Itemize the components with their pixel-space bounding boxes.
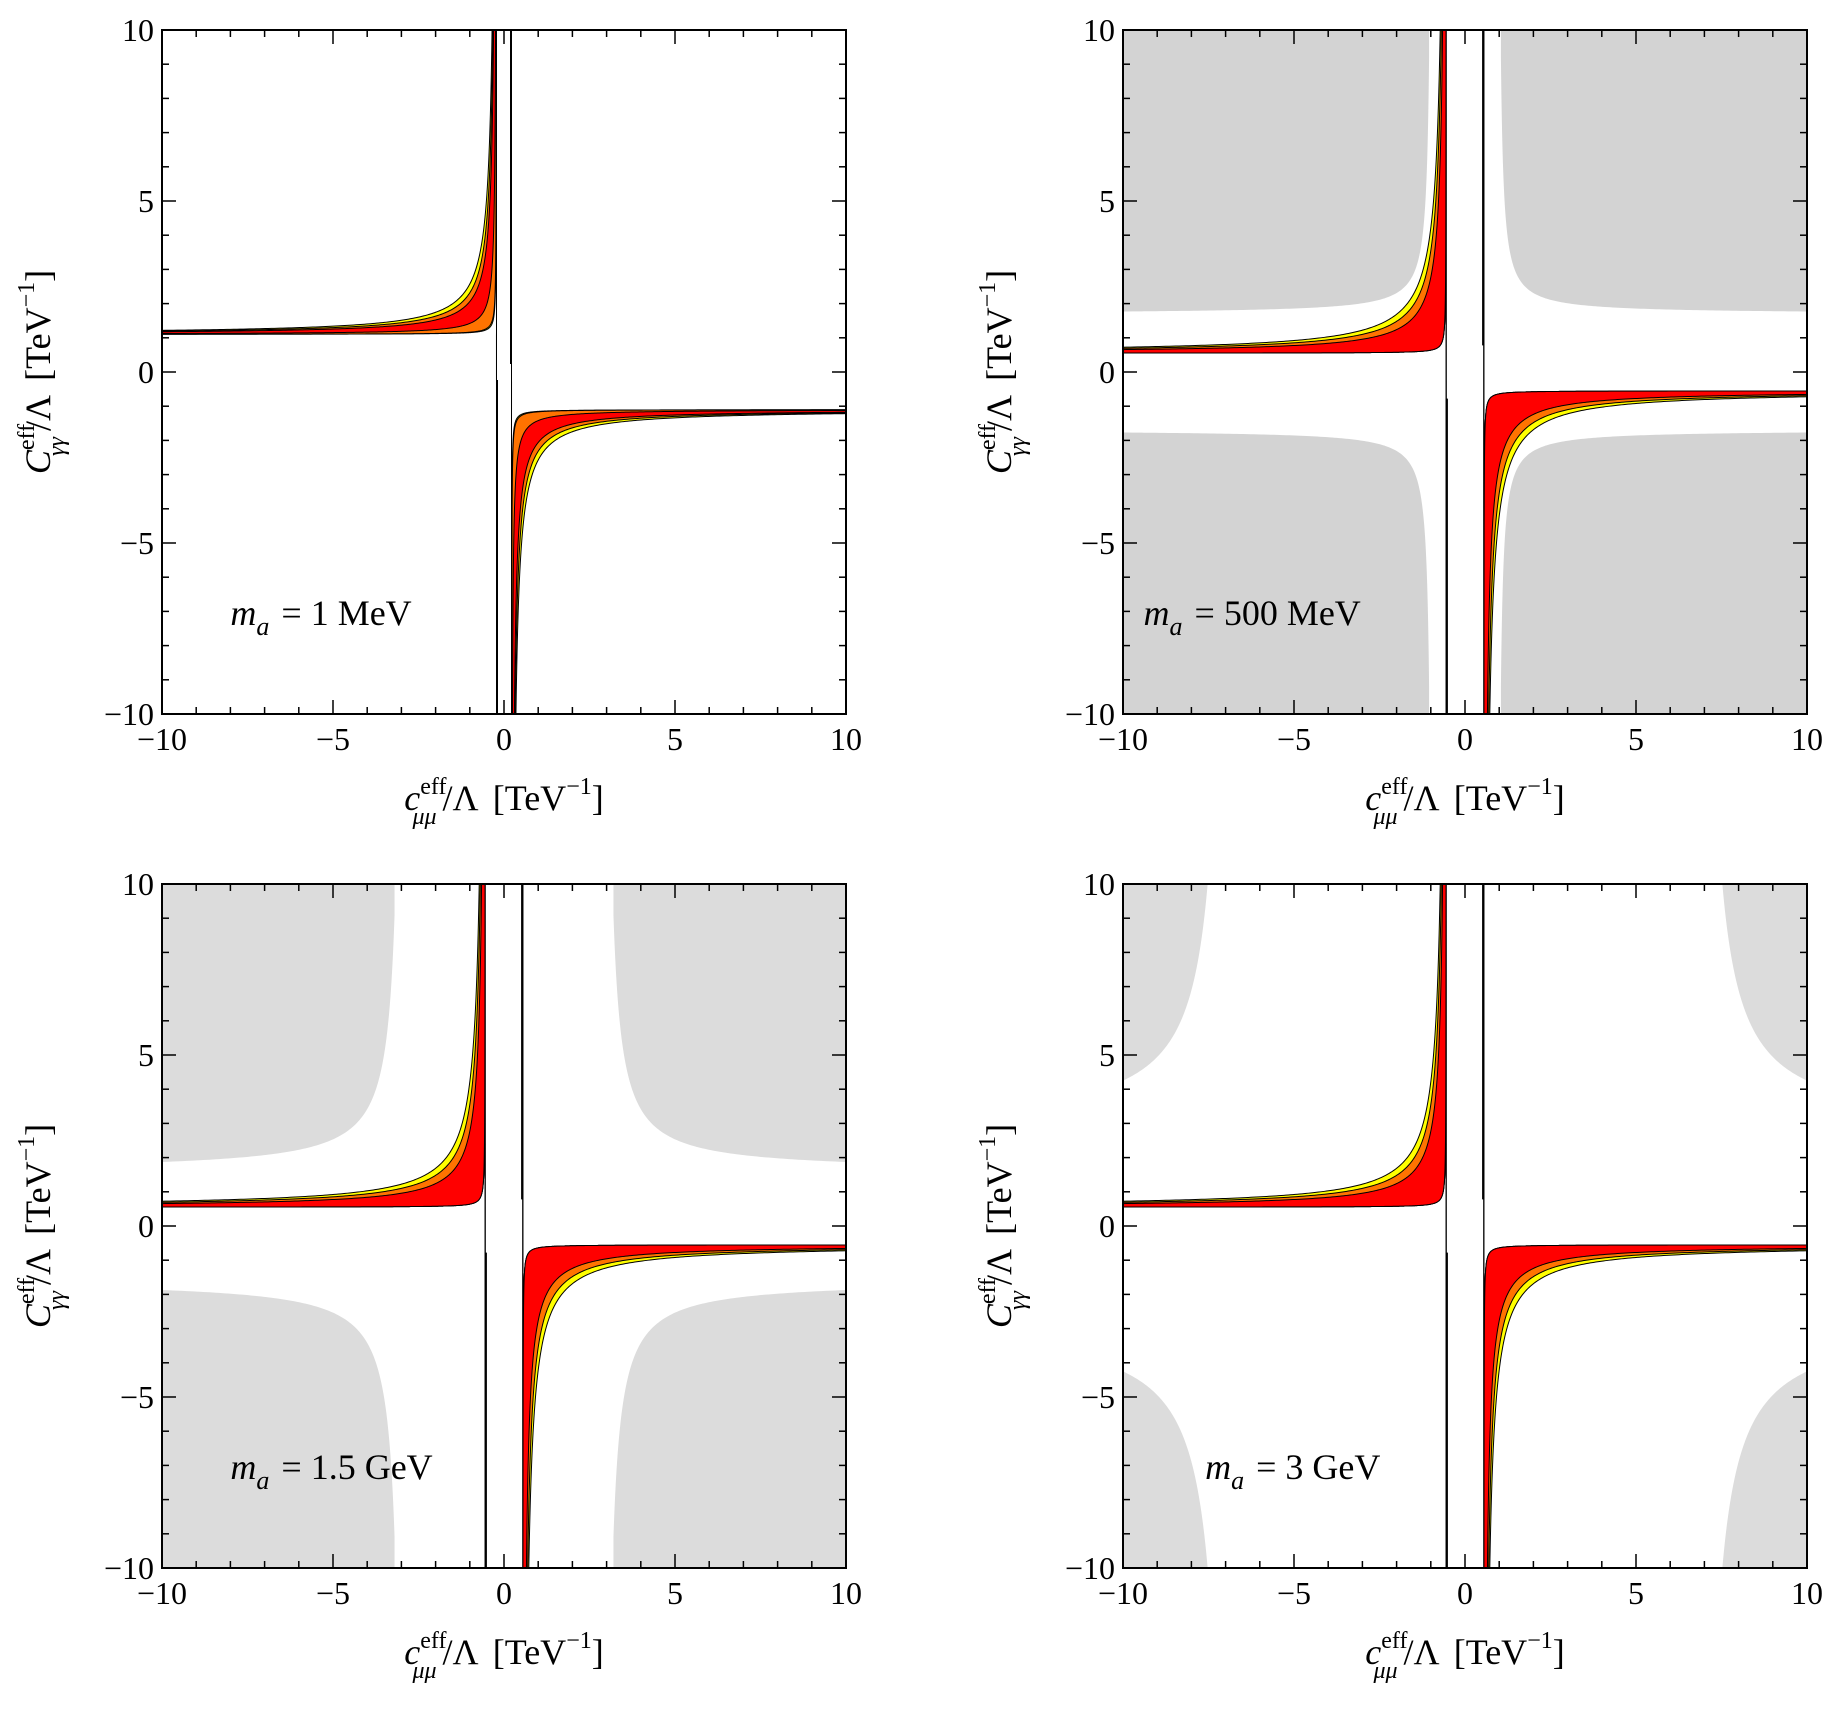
plot-area: [162, 884, 846, 1568]
y-tick-label: 10: [122, 866, 154, 902]
x-tick-label: 10: [1791, 721, 1823, 757]
excluded-region-tl: [1123, 30, 1430, 312]
y-tick-label: 10: [1083, 866, 1115, 902]
mass-annotation: ma = 500 MeV: [1144, 593, 1361, 641]
y-axis-label: Ceff γγ/Λ [TeV−1]: [14, 270, 70, 474]
excluded-region-bl: [162, 1290, 395, 1568]
y-tick-label: 0: [138, 1208, 154, 1244]
x-tick-label: −5: [1277, 721, 1311, 757]
x-tick-label: −5: [316, 1575, 350, 1611]
y-tick-label: 5: [1099, 183, 1115, 219]
band-68-upper-left: [1123, 30, 1448, 714]
plot-area: [1123, 884, 1807, 1568]
y-axis-label: Ceff γγ/Λ [TeV−1]: [14, 1124, 70, 1328]
band-68-upper-left: [162, 30, 498, 714]
y-axis-label: Ceff γγ/Λ [TeV−1]: [975, 270, 1031, 474]
band-68-lower-right: [1482, 884, 1807, 1568]
excluded-region-bl: [1123, 432, 1430, 714]
panel-3: −10 −5 0 5 10 −10 −5 0 5 10 ceff μμ/Λ [TeV−1] Ceff γγ…: [14, 866, 862, 1684]
y-tick-label: 0: [1099, 1208, 1115, 1244]
band-95-upper-left: [162, 30, 498, 714]
plot-background: [162, 30, 846, 714]
mass-annotation: ma = 3 GeV: [1205, 1447, 1380, 1495]
x-tick-label: −10: [1098, 721, 1148, 757]
x-tick-label: 0: [1457, 721, 1473, 757]
x-tick-label: −10: [137, 721, 187, 757]
mass-annotation: ma = 1.5 GeV: [230, 1447, 432, 1495]
y-tick-label: −10: [104, 1550, 154, 1586]
y-tick-label: 5: [1099, 1037, 1115, 1073]
y-tick-label: −10: [1065, 1550, 1115, 1586]
x-tick-label: −5: [1277, 1575, 1311, 1611]
excluded-region-tl: [1123, 884, 1208, 1081]
y-tick-label: 10: [1083, 12, 1115, 48]
band-68-lower-right: [521, 884, 846, 1568]
y-tick-label: 0: [138, 354, 154, 390]
y-tick-label: 5: [138, 183, 154, 219]
x-tick-label: 0: [496, 721, 512, 757]
x-tick-label: −5: [316, 721, 350, 757]
y-tick-label: 5: [138, 1037, 154, 1073]
panel-2: −10 −5 0 5 10 −10 −5 0 5 10 ceff μμ/Λ [TeV−1] Ceff γγ…: [975, 12, 1823, 830]
y-tick-label: −5: [1081, 1379, 1115, 1415]
panel-4: −10 −5 0 5 10 −10 −5 0 5 10 ceff μμ/Λ [TeV−1] Ceff γγ…: [975, 866, 1823, 1684]
x-tick-label: 5: [1628, 1575, 1644, 1611]
mass-annotation: ma = 1 MeV: [230, 593, 411, 641]
x-tick-label: 5: [667, 721, 683, 757]
plot-background: [1123, 884, 1807, 1568]
x-tick-label: 0: [1457, 1575, 1473, 1611]
y-tick-label: −5: [120, 525, 154, 561]
excluded-region-tr: [1722, 884, 1807, 1081]
x-axis-label: ceff μμ/Λ [TeV−1]: [404, 1628, 603, 1684]
x-tick-label: 5: [667, 1575, 683, 1611]
x-tick-label: 10: [830, 1575, 862, 1611]
excluded-region-br: [1500, 432, 1807, 714]
x-tick-label: −10: [1098, 1575, 1148, 1611]
band-68-lower-right: [1482, 30, 1807, 714]
x-tick-label: 10: [1791, 1575, 1823, 1611]
x-tick-label: 0: [496, 1575, 512, 1611]
excluded-region-br: [613, 1290, 846, 1568]
x-axis-label: ceff μμ/Λ [TeV−1]: [1365, 774, 1564, 830]
x-tick-label: 5: [1628, 721, 1644, 757]
y-tick-label: −10: [1065, 696, 1115, 732]
y-tick-label: 10: [122, 12, 154, 48]
x-axis-label: ceff μμ/Λ [TeV−1]: [1365, 1628, 1564, 1684]
excluded-region-tr: [1500, 30, 1807, 312]
band-68-lower-right: [510, 30, 846, 714]
band-68-upper-left: [1123, 884, 1448, 1568]
plot-area: [162, 30, 846, 714]
x-tick-label: 10: [830, 721, 862, 757]
y-tick-label: 0: [1099, 354, 1115, 390]
y-tick-label: −5: [120, 1379, 154, 1415]
plot-area: [1123, 30, 1807, 714]
y-tick-label: −10: [104, 696, 154, 732]
band-95-lower-right: [510, 30, 846, 714]
excluded-region-tr: [613, 884, 846, 1162]
excluded-region-tl: [162, 884, 395, 1162]
panel-1: −10 −5 0 5 10 −10 −5 0 5 10 ceff μμ/Λ [TeV−1] Ceff γγ…: [14, 12, 862, 830]
x-axis-label: ceff μμ/Λ [TeV−1]: [404, 774, 603, 830]
excluded-region-bl: [1123, 1371, 1208, 1568]
y-axis-label: Ceff γγ/Λ [TeV−1]: [975, 1124, 1031, 1328]
excluded-region-br: [1722, 1371, 1807, 1568]
band-68-upper-left: [162, 884, 487, 1568]
y-tick-label: −5: [1081, 525, 1115, 561]
x-tick-label: −10: [137, 1575, 187, 1611]
